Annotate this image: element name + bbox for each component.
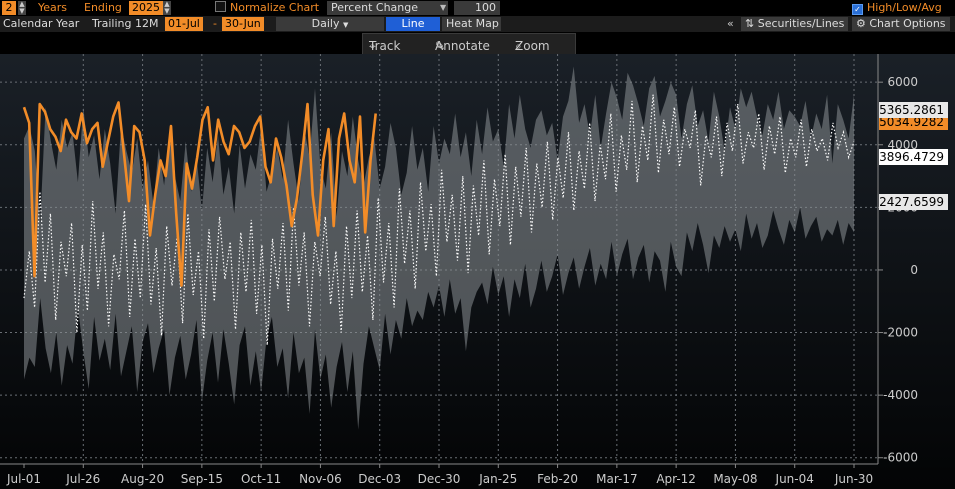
x-tick-label: Jun-30 (834, 472, 873, 486)
value-label-avg: 3896.4729 (879, 149, 948, 165)
collapse-icon[interactable]: « (727, 17, 734, 30)
magnifier-icon: ⌕ (515, 39, 522, 53)
chevron-down-icon: ▼ (342, 21, 349, 29)
value-label-high: 5365.2861 (879, 102, 948, 118)
x-tick-label: Dec-30 (418, 472, 461, 486)
years-input[interactable]: 2 (2, 1, 16, 15)
x-tick-label: Sep-15 (181, 472, 223, 486)
y-tick-label: -2000 (883, 326, 918, 340)
ending-spinner[interactable]: ▲ ▼ (163, 0, 171, 15)
normalize-chart-checkbox[interactable]: Normalize Chart (215, 1, 319, 15)
x-tick-label: Dec-03 (358, 472, 401, 486)
svg-text:2427.6599: 2427.6599 (879, 195, 944, 209)
y-tick-label: -6000 (883, 451, 918, 465)
top-toolbar: 2 ▲ ▼ Years Ending 2025 ▲ ▼ Normalize Char… (0, 0, 955, 16)
svg-text:5365.2861: 5365.2861 (879, 103, 944, 117)
high-low-avg-label: High/Low/Avg (867, 1, 942, 14)
seasonality-chart[interactable]: 6000400020000-2000-4000-6000 Jul-01Jul-2… (0, 54, 955, 489)
high-low-avg-checkbox[interactable]: ✓ High/Low/Avg (852, 1, 942, 15)
chart-options-label: Chart Options (869, 17, 946, 30)
frequency-label: Daily (311, 17, 340, 30)
x-tick-label: Apr-12 (656, 472, 696, 486)
x-tick-label: Jul-26 (65, 472, 100, 486)
chart-tool-palette: ⌖ Track ✎ Annotate ⌕ Zoom (362, 33, 576, 55)
svg-text:3896.4729: 3896.4729 (879, 150, 944, 164)
x-tick-label: May-08 (713, 472, 757, 486)
x-tick-label: Jul-01 (6, 472, 41, 486)
ending-label: Ending (84, 1, 122, 14)
x-tick-label: Jun-04 (775, 472, 814, 486)
chevron-down-icon[interactable]: ▼ (440, 3, 447, 12)
x-tick-label: Oct-11 (241, 472, 281, 486)
x-tick-label: Mar-17 (596, 472, 637, 486)
securities-lines-button[interactable]: ⇅ Securities/Lines (741, 17, 849, 31)
heat-map-tab[interactable]: Heat Map (442, 17, 501, 31)
average-line (23, 94, 855, 346)
ending-year-input[interactable]: 2025 (129, 1, 163, 15)
high-low-band (24, 66, 854, 430)
trailing-12m-tab[interactable]: Trailing 12M (92, 17, 159, 30)
x-tick-label: Jan-25 (478, 472, 517, 486)
x-tick-label: Aug-20 (121, 472, 164, 486)
zoom-label: Zoom (515, 39, 550, 53)
securities-lines-label: Securities/Lines (757, 17, 845, 30)
value-label-low: 2427.6599 (879, 194, 948, 210)
chart-options-button[interactable]: ⚙ Chart Options (852, 17, 950, 31)
current-year-line (22, 101, 377, 287)
years-label: Years (38, 1, 68, 14)
pencil-icon: ✎ (435, 39, 446, 53)
end-date-input[interactable]: 30-Jun (222, 17, 264, 31)
line-tab[interactable]: Line (386, 17, 440, 31)
x-axis: Jul-01 Jul-26 Aug-20 Sep-15 Oct-11 Nov-06 Dec-… (6, 464, 873, 486)
normalize-chart-label: Normalize Chart (230, 1, 320, 14)
y-tick-label: 0 (910, 263, 918, 277)
calendar-year-tab[interactable]: Calendar Year (3, 17, 80, 30)
svg-text:5034.9282: 5034.9282 (879, 115, 944, 129)
y-axis: 6000400020000-2000-4000-6000 (878, 75, 918, 465)
frequency-select[interactable]: Daily ▼ (276, 17, 384, 31)
y-tick-label: 4000 (887, 138, 918, 152)
track-label: Track (369, 39, 401, 53)
sliders-icon: ⇅ (745, 17, 755, 30)
normalize-base-input[interactable]: 100 (454, 1, 500, 15)
start-date-input[interactable]: 01-Jul (165, 17, 203, 31)
annotate-label: Annotate (435, 39, 490, 53)
gear-icon: ⚙ (856, 17, 866, 30)
crosshair-icon: ⌖ (369, 39, 376, 53)
normalize-mode-select[interactable]: Percent Change (327, 1, 448, 15)
x-tick-label: Nov-06 (299, 472, 342, 486)
y-tick-label: -4000 (883, 388, 918, 402)
sub-toolbar: Calendar Year Trailing 12M 01-Jul - 30-J… (0, 16, 955, 32)
x-tick-label: Feb-20 (537, 472, 578, 486)
years-spinner[interactable]: ▲ ▼ (18, 0, 26, 15)
y-tick-label: 6000 (887, 75, 918, 89)
date-separator: - (213, 17, 217, 30)
